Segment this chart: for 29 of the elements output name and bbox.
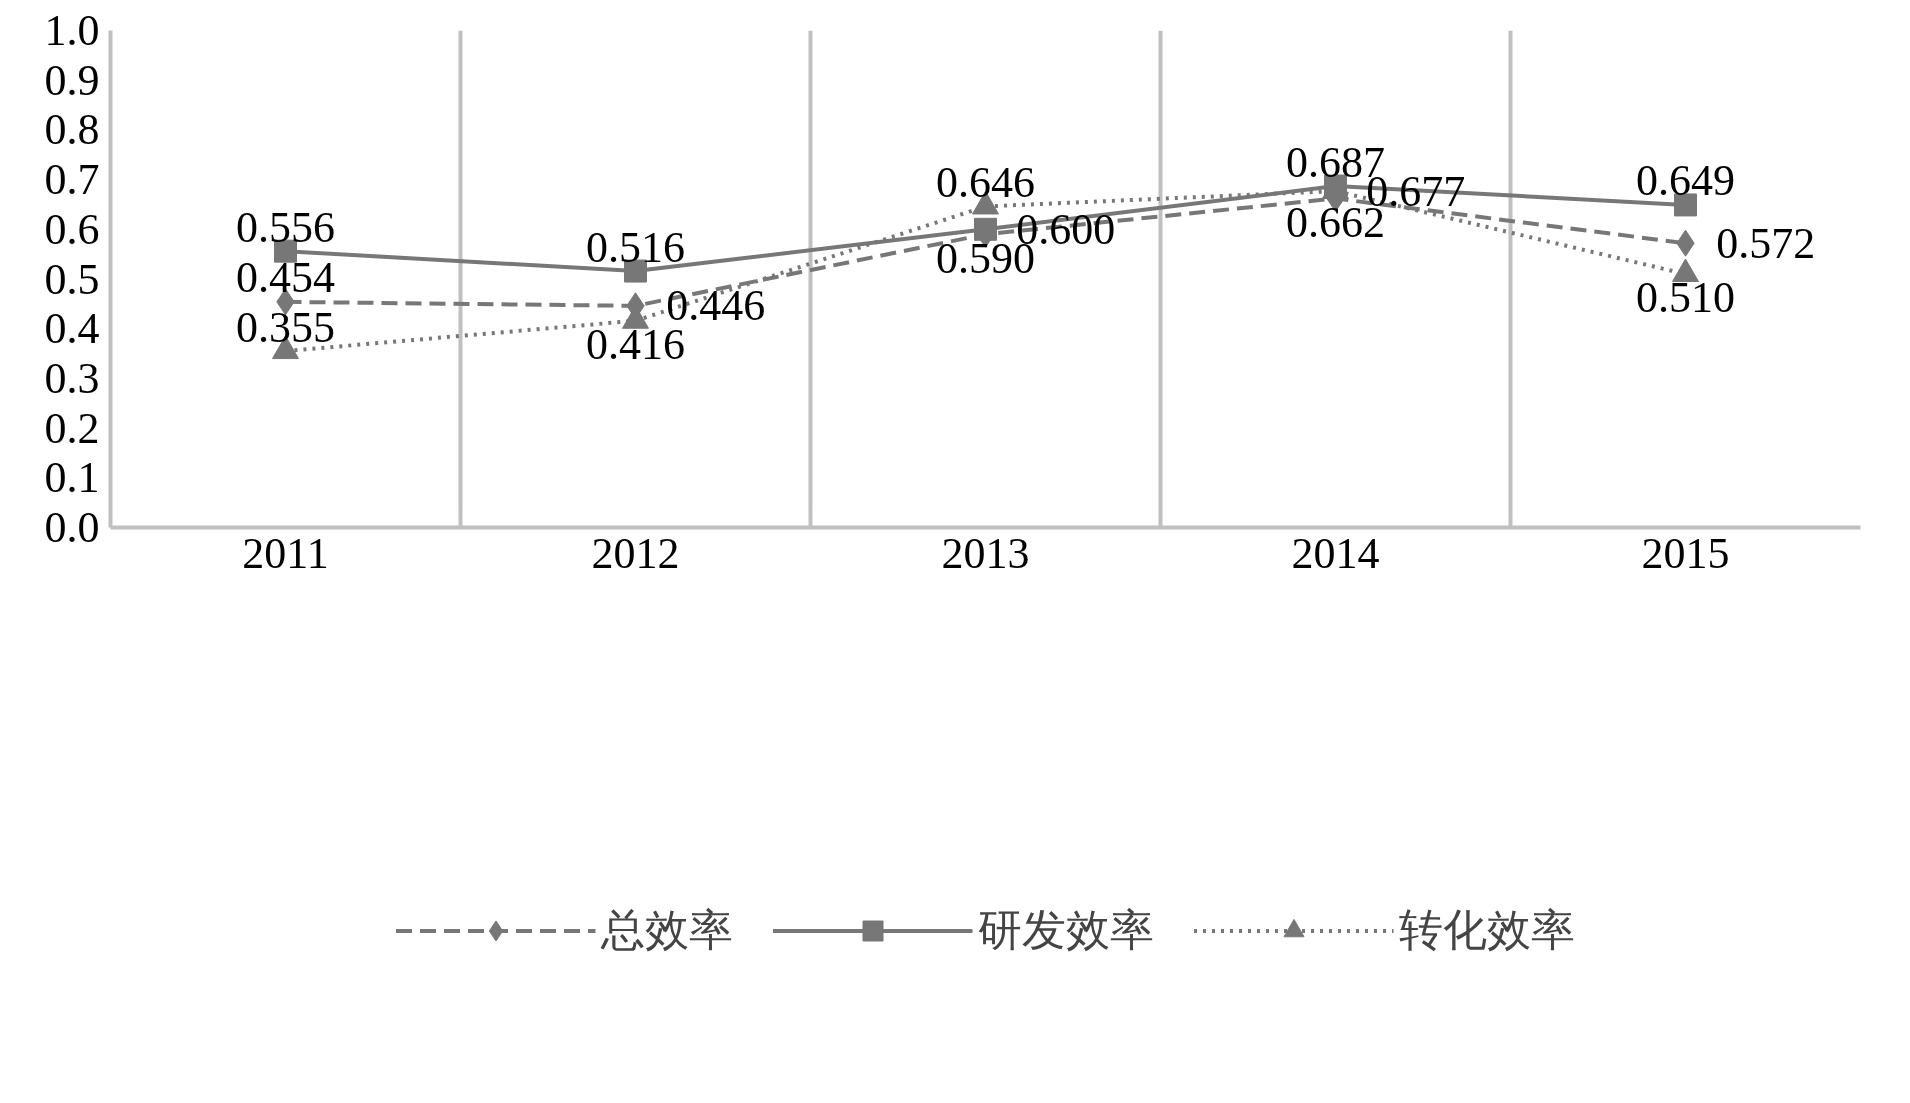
data-label: 0.454 bbox=[236, 253, 335, 303]
legend-label: 转化效率 bbox=[1398, 904, 1575, 957]
x-tick-label: 2014 bbox=[1291, 528, 1380, 578]
y-tick-label: 0.8 bbox=[44, 105, 100, 155]
data-label: 0.646 bbox=[936, 157, 1035, 207]
y-tick-label: 0.6 bbox=[44, 204, 100, 254]
y-tick-label: 0.0 bbox=[44, 503, 100, 552]
y-tick-label: 1.0 bbox=[44, 6, 100, 55]
y-tick-label: 0.4 bbox=[44, 304, 100, 354]
x-tick-label: 2013 bbox=[941, 528, 1030, 578]
data-label: 0.510 bbox=[1636, 273, 1735, 323]
y-tick-label: 0.7 bbox=[44, 155, 100, 205]
x-tick-label: 2012 bbox=[591, 528, 680, 578]
data-label: 0.649 bbox=[1636, 156, 1735, 206]
x-tick-label: 2011 bbox=[242, 528, 329, 578]
data-label: 0.516 bbox=[586, 222, 685, 272]
y-tick-label: 0.3 bbox=[44, 353, 100, 403]
legend-label: 研发效率 bbox=[977, 904, 1154, 957]
data-label: 0.355 bbox=[236, 302, 335, 352]
y-tick-label: 0.1 bbox=[44, 453, 100, 503]
y-tick-label: 0.9 bbox=[44, 55, 100, 105]
y-tick-label: 0.5 bbox=[44, 254, 100, 304]
point bbox=[974, 217, 997, 241]
y-tick-label: 0.2 bbox=[44, 403, 100, 453]
data-label: 0.556 bbox=[236, 202, 335, 252]
x-tick-label: 2015 bbox=[1641, 528, 1730, 578]
data-label: 0.572 bbox=[1716, 218, 1816, 268]
legend-label: 总效率 bbox=[600, 904, 733, 957]
point bbox=[1674, 193, 1697, 217]
